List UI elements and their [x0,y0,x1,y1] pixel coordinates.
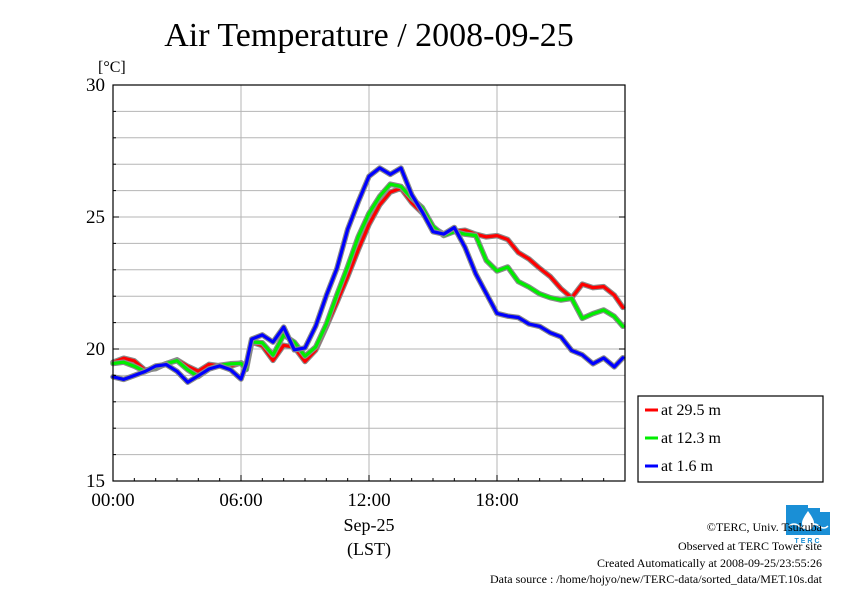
grid-lines [113,85,625,481]
legend-label: at 1.6 m [661,458,714,475]
y-unit-label: [°C] [98,59,126,76]
footer-created: Created Automatically at 2008-09-25/23:5… [597,556,822,570]
legend-label: at 29.5 m [661,402,722,419]
series-line [111,166,625,384]
x-tick-label: 00:00 [91,490,134,511]
x-axis: 00:00 06:00 12:00 18:00 [91,475,605,511]
footer-observed: Observed at TERC Tower site [678,539,822,553]
legend-label: at 12.3 m [661,430,722,447]
x-tick-label: 12:00 [347,490,390,511]
x-axis-label-lst: (LST) [347,539,391,560]
y-tick-label: 25 [86,207,105,228]
y-axis: 30 25 20 15 [86,75,625,492]
x-tick-label: 06:00 [219,490,262,511]
x-tick-label: 18:00 [475,490,518,511]
y-tick-label: 30 [86,75,105,96]
legend: at 29.5 m at 12.3 m at 1.6 m [645,402,722,475]
x-axis-label-date: Sep-25 [344,515,395,535]
series-line [111,182,625,379]
chart-title: Air Temperature / 2008-09-25 [164,17,574,54]
footer-source: Data source : /home/hojyo/new/TERC-data/… [490,572,823,586]
series-lines [110,165,626,385]
legend-box [637,395,824,483]
y-tick-label: 20 [86,339,105,360]
y-tick-label: 15 [86,471,105,492]
wave-icon [788,523,829,529]
terc-logo-text: TERC [794,538,821,545]
series-line [111,186,625,373]
footer-copyright: ©TERC, Univ. Tsukuba [707,520,823,534]
terc-logo: TERC [786,505,830,545]
